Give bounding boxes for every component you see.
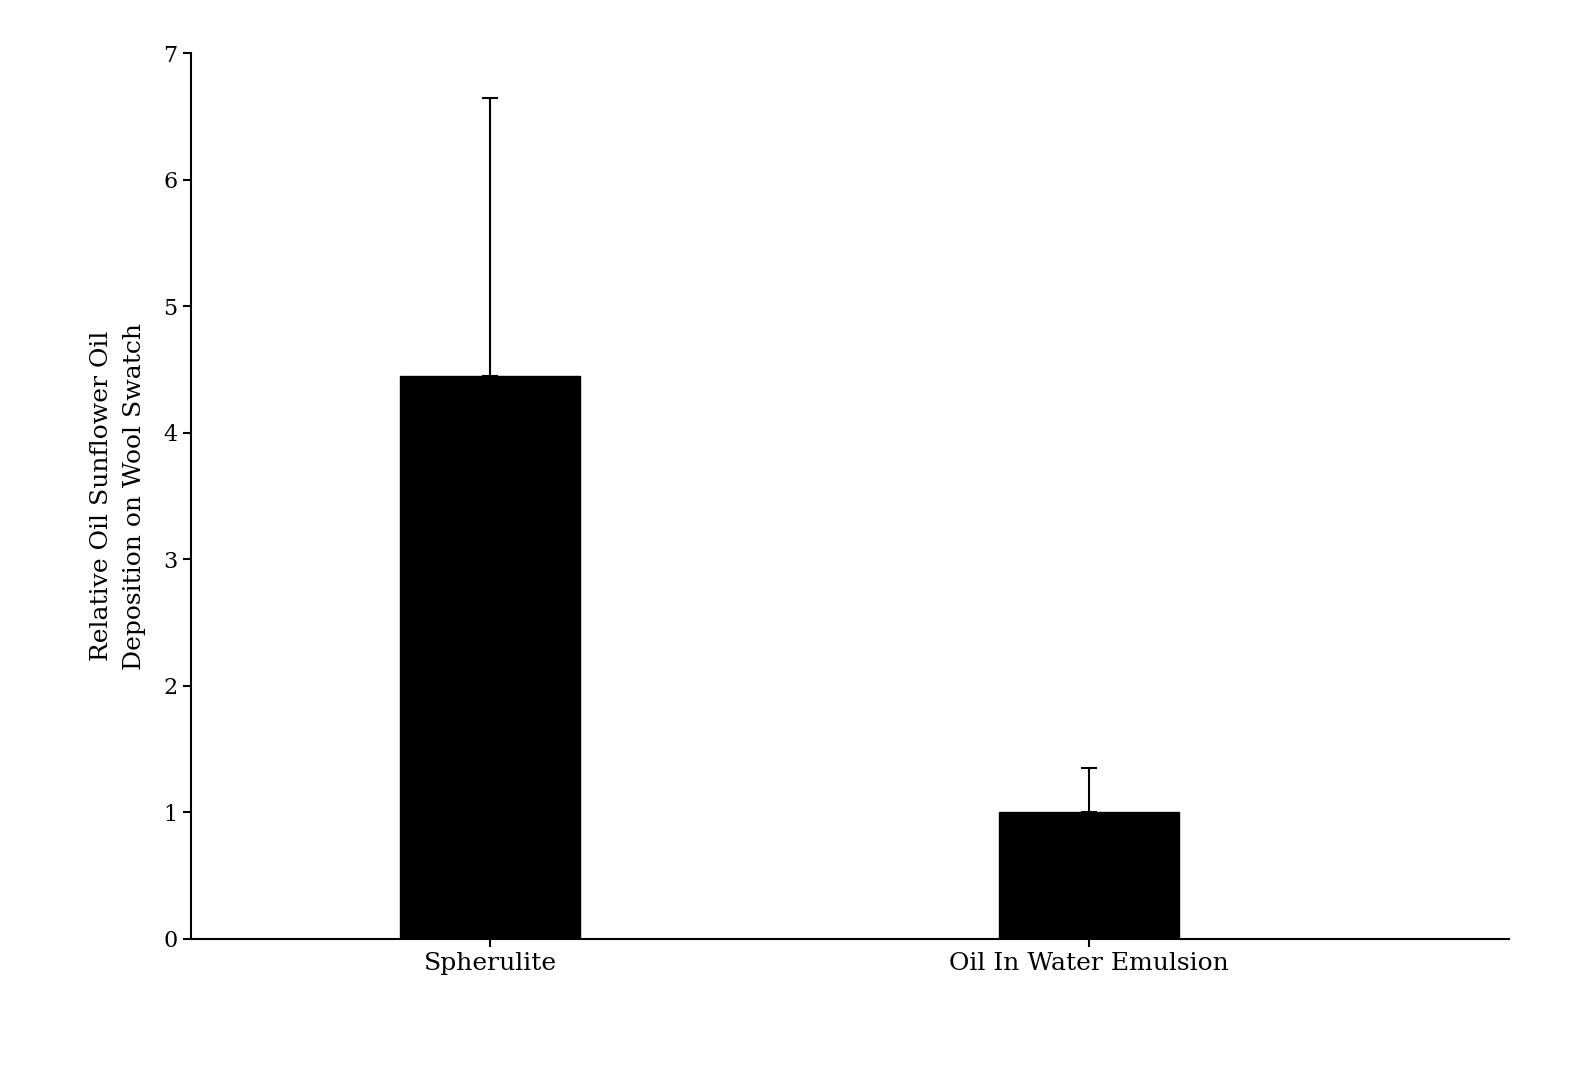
Bar [400,376,580,939]
Bar [999,812,1180,939]
Y-axis label: Relative Oil Sunflower Oil
Deposition on Wool Swatch: Relative Oil Sunflower Oil Deposition on… [89,322,146,670]
